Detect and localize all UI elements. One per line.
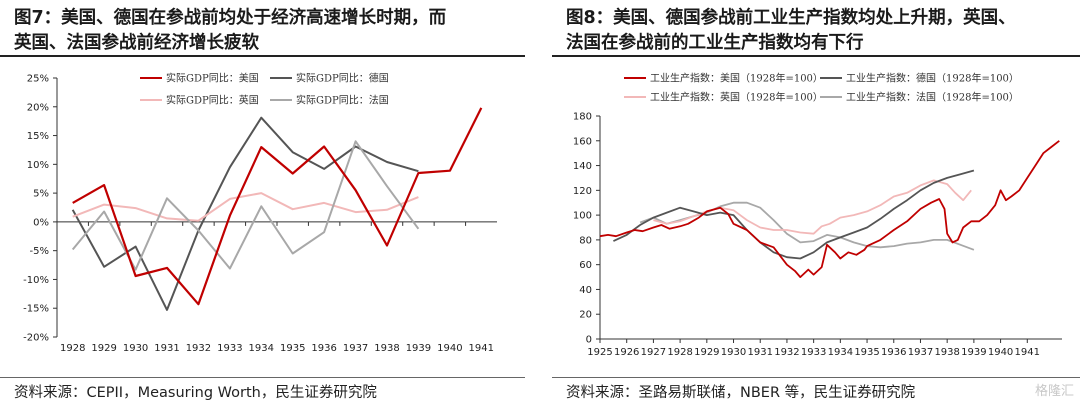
x-tick-label: 1929 bbox=[694, 347, 719, 358]
y-tick-label: 180 bbox=[573, 112, 592, 123]
x-tick-label: 1941 bbox=[1015, 347, 1040, 358]
y-tick-label: 25% bbox=[27, 74, 49, 85]
x-tick-label: 1935 bbox=[854, 347, 879, 358]
title-line-1: 图7：美国、德国在参战前均处于经济高速增长时期，而 bbox=[14, 8, 447, 28]
legend-label: 工业生产指数：德国（1928年=100） bbox=[846, 72, 1019, 85]
x-tick-label: 1928 bbox=[60, 343, 85, 354]
source-note: 资料来源：圣路易斯联储，NBER 等，民生证券研究院 bbox=[566, 385, 916, 401]
x-tick-label: 1940 bbox=[988, 347, 1013, 358]
y-tick-label: 0% bbox=[33, 217, 49, 228]
y-tick-label: 60 bbox=[579, 260, 592, 271]
title-line-2: 英国、法国参战前经济增长疲软 bbox=[14, 33, 259, 53]
title-divider bbox=[0, 55, 525, 57]
chart-title-industrial: 图8：美国、德国参战前工业生产指数均处上升期，英国、 法国在参战前的工业生产指数… bbox=[566, 6, 1074, 56]
legend-label: 实际GDP同比：德国 bbox=[296, 72, 389, 85]
title-line-2: 法国在参战前的工业生产指数均有下行 bbox=[566, 33, 864, 53]
y-tick-label: 20 bbox=[579, 310, 592, 321]
x-tick-label: 1934 bbox=[249, 343, 274, 354]
x-tick-label: 1938 bbox=[934, 347, 959, 358]
series-line-2 bbox=[72, 192, 419, 222]
y-tick-label: 120 bbox=[573, 186, 592, 197]
series-line-0 bbox=[72, 107, 483, 306]
source-note: 资料来源：CEPII，Measuring Worth，民生证券研究院 bbox=[14, 385, 377, 401]
series-line-1 bbox=[71, 116, 419, 311]
y-tick-label: 20% bbox=[27, 102, 49, 113]
x-tick-label: 1932 bbox=[774, 347, 799, 358]
legend-label: 实际GDP同比：美国 bbox=[166, 72, 259, 85]
y-tick-label: 140 bbox=[573, 161, 592, 172]
y-tick-label: 160 bbox=[573, 136, 592, 147]
watermark-logo: 格隆汇 bbox=[1034, 384, 1074, 399]
y-tick-label: 100 bbox=[573, 211, 592, 222]
x-tick-label: 1930 bbox=[721, 347, 746, 358]
y-tick-label: -15% bbox=[23, 304, 49, 315]
x-tick-label: 1935 bbox=[280, 343, 305, 354]
legend-label: 实际GDP同比：英国 bbox=[166, 94, 259, 107]
legend-label: 实际GDP同比：法国 bbox=[296, 94, 389, 107]
x-tick-label: 1928 bbox=[667, 347, 692, 358]
y-tick-label: 15% bbox=[27, 131, 49, 142]
y-tick-label: -5% bbox=[30, 246, 49, 257]
legend-label: 工业生产指数：法国（1928年=100） bbox=[846, 91, 1019, 104]
x-tick-label: 1934 bbox=[828, 347, 853, 358]
chart-panel-gdp: 图7：美国、德国在参战前均处于经济高速增长时期，而 英国、法国参战前经济增长疲软… bbox=[0, 0, 525, 404]
chart-panel-industrial: 图8：美国、德国参战前工业生产指数均处上升期，英国、 法国在参战前的工业生产指数… bbox=[552, 0, 1080, 404]
x-tick-label: 1932 bbox=[186, 343, 211, 354]
series-line-1 bbox=[613, 169, 975, 260]
legend-label: 工业生产指数：英国（1928年=100） bbox=[650, 91, 823, 104]
y-tick-label: 0 bbox=[586, 335, 592, 346]
x-tick-label: 1936 bbox=[881, 347, 906, 358]
footer-divider bbox=[552, 377, 1080, 378]
x-tick-label: 1941 bbox=[469, 343, 494, 354]
y-tick-label: 10% bbox=[27, 160, 49, 171]
y-tick-label: 40 bbox=[579, 285, 592, 296]
x-tick-label: 1925 bbox=[587, 347, 612, 358]
x-tick-label: 1927 bbox=[641, 347, 666, 358]
y-tick-label: 80 bbox=[579, 235, 592, 246]
x-tick-label: 1936 bbox=[311, 343, 336, 354]
y-tick-label: -10% bbox=[23, 275, 49, 286]
series-line-0 bbox=[599, 140, 1060, 278]
gdp-growth-chart: 25% 20% 15% 10% 5% 0% -5% -10% -15% -20% 1928 1929 1… bbox=[23, 72, 497, 354]
x-tick-label: 1938 bbox=[374, 343, 399, 354]
x-tick-label: 1937 bbox=[908, 347, 933, 358]
x-tick-label: 1933 bbox=[217, 343, 242, 354]
x-tick-label: 1933 bbox=[801, 347, 826, 358]
title-divider bbox=[552, 55, 1080, 57]
x-tick-label: 1929 bbox=[91, 343, 116, 354]
series-line-3 bbox=[71, 140, 420, 271]
x-tick-label: 1939 bbox=[406, 343, 431, 354]
chart-title-gdp: 图7：美国、德国在参战前均处于经济高速增长时期，而 英国、法国参战前经济增长疲软 bbox=[14, 6, 519, 56]
footer-divider bbox=[0, 377, 525, 378]
x-tick-label: 1939 bbox=[961, 347, 986, 358]
x-tick-label: 1931 bbox=[748, 347, 773, 358]
x-tick-label: 1931 bbox=[154, 343, 179, 354]
y-tick-label: 5% bbox=[33, 189, 49, 200]
y-tick-label: -20% bbox=[23, 333, 49, 344]
x-tick-label: 1940 bbox=[437, 343, 462, 354]
legend-label: 工业生产指数：美国（1928年=100） bbox=[650, 72, 823, 85]
title-line-1: 图8：美国、德国参战前工业生产指数均处上升期，英国、 bbox=[566, 8, 1016, 28]
x-tick-label: 1930 bbox=[123, 343, 148, 354]
x-tick-label: 1926 bbox=[614, 347, 639, 358]
x-tick-label: 1937 bbox=[343, 343, 368, 354]
